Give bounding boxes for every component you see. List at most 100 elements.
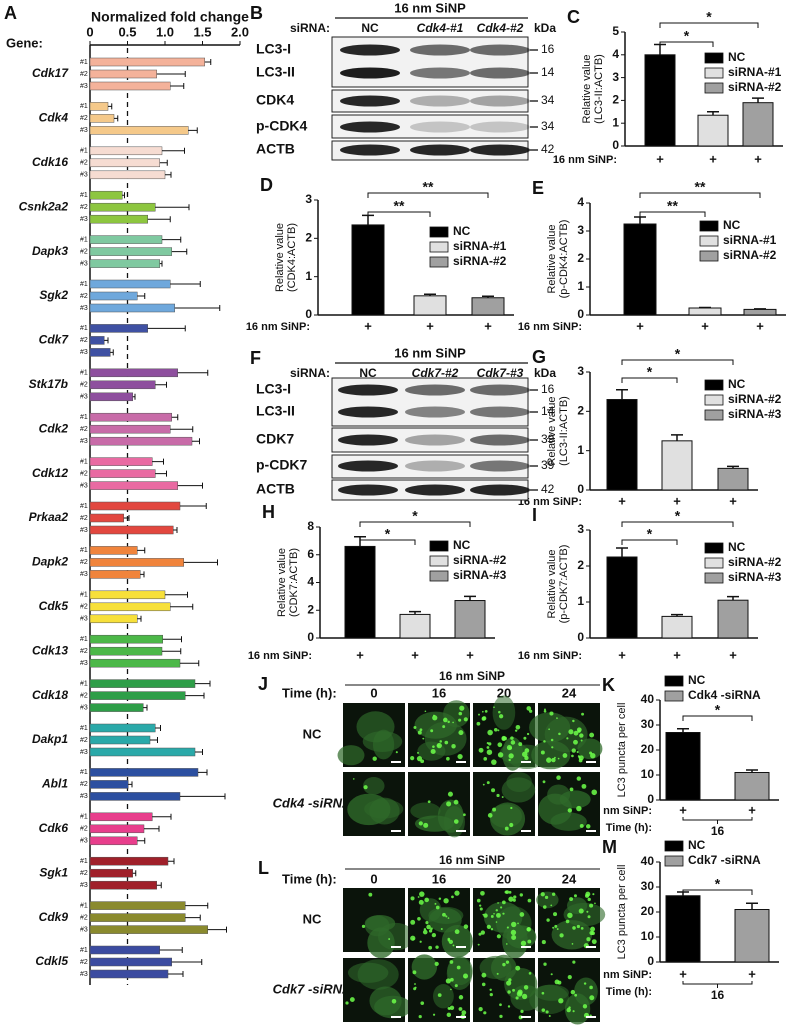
band — [405, 460, 465, 472]
puncta — [551, 757, 556, 763]
replicate-label: #2 — [80, 115, 88, 122]
gene-label: Cdk2 — [39, 421, 69, 435]
bar — [697, 114, 729, 147]
puncta — [445, 915, 448, 918]
y-tick-label: 0 — [577, 307, 584, 321]
panel-label: E — [532, 178, 544, 198]
bar — [717, 599, 749, 639]
puncta — [495, 921, 498, 923]
puncta — [541, 940, 546, 945]
puncta — [542, 905, 547, 909]
puncta — [495, 909, 498, 912]
puncta — [476, 721, 481, 726]
legend-label: siRNA-#2 — [728, 392, 782, 406]
replicate-label: #1 — [80, 503, 88, 510]
error-bar — [159, 159, 168, 166]
kda-label: 34 — [541, 93, 555, 107]
time-label: 0 — [370, 871, 377, 886]
puncta — [395, 751, 398, 754]
band — [410, 144, 470, 156]
error-bar — [677, 728, 689, 733]
legend-label: Cdk4 -siRNA — [688, 688, 761, 702]
cell — [443, 700, 470, 728]
puncta — [567, 912, 573, 919]
band — [338, 484, 398, 496]
error-bar — [108, 103, 113, 110]
replicate-label: #3 — [80, 394, 88, 401]
kda-label: 16 — [541, 382, 555, 396]
puncta — [448, 1007, 451, 1010]
replicate-label: #2 — [80, 737, 88, 744]
treatment-label: + — [466, 647, 474, 662]
blot-frame — [331, 114, 529, 139]
puncta — [443, 898, 449, 904]
error-bar — [170, 281, 201, 287]
puncta — [506, 926, 509, 929]
puncta — [451, 744, 456, 749]
puncta — [505, 943, 508, 945]
puncta — [515, 965, 521, 971]
significance-label: * — [715, 876, 721, 892]
time-label: 0 — [370, 685, 377, 700]
puncta — [486, 924, 491, 929]
replicate-label: #3 — [80, 305, 88, 312]
puncta — [483, 1011, 487, 1015]
replicate-label: #2 — [80, 293, 88, 300]
replicate-label: #3 — [80, 971, 88, 978]
puncta — [430, 748, 436, 755]
cell — [428, 906, 464, 924]
bar — [89, 235, 163, 244]
error-bar — [177, 482, 203, 489]
gene-label: Sgk2 — [39, 288, 68, 302]
significance-bracket — [367, 211, 431, 217]
panel-label: M — [602, 837, 617, 857]
band — [470, 406, 530, 418]
cell — [441, 925, 473, 958]
bar — [413, 295, 447, 316]
unit-label: kDa — [534, 366, 556, 380]
y-tick-label: 10 — [641, 767, 655, 781]
puncta — [498, 710, 501, 714]
bar — [89, 570, 141, 579]
y-axis-label: Relative value — [546, 549, 558, 618]
legend-swatch — [664, 675, 684, 687]
cell — [337, 745, 365, 766]
error-bar — [150, 737, 158, 743]
error-bar — [110, 349, 114, 356]
cell — [369, 797, 400, 825]
y-tick-label: 2 — [305, 231, 312, 245]
puncta — [571, 943, 574, 945]
puncta — [569, 897, 574, 902]
puncta — [483, 913, 488, 918]
puncta — [443, 717, 448, 723]
bar — [89, 324, 148, 333]
unit-label: kDa — [534, 21, 556, 35]
puncta — [508, 753, 514, 759]
replicate-label: #1 — [80, 370, 88, 377]
error-bar — [754, 308, 766, 310]
puncta — [463, 813, 466, 817]
puncta — [558, 998, 564, 1004]
puncta — [578, 755, 584, 761]
puncta — [445, 978, 451, 984]
time-axis-label: Time (h): — [606, 986, 652, 998]
time-axis-label: Time (h): — [606, 822, 652, 834]
y-axis-label: (LC3-II:ACTB) — [593, 54, 605, 124]
gene-label: Cdk18 — [32, 688, 68, 702]
puncta — [420, 759, 425, 764]
treatment-label: + — [756, 318, 764, 333]
puncta — [550, 904, 553, 907]
puncta — [543, 740, 546, 743]
significance-label: * — [647, 526, 653, 542]
puncta — [497, 902, 499, 904]
protein-label: LC3-II — [256, 403, 295, 419]
error-bar — [174, 305, 221, 311]
lane-label: Cdk4-#2 — [477, 21, 524, 35]
error-bar — [104, 337, 109, 344]
puncta — [550, 738, 554, 742]
puncta — [529, 709, 533, 713]
puncta — [432, 745, 435, 748]
bar — [89, 102, 109, 111]
treatment-label: + — [729, 493, 737, 508]
puncta — [586, 937, 591, 942]
